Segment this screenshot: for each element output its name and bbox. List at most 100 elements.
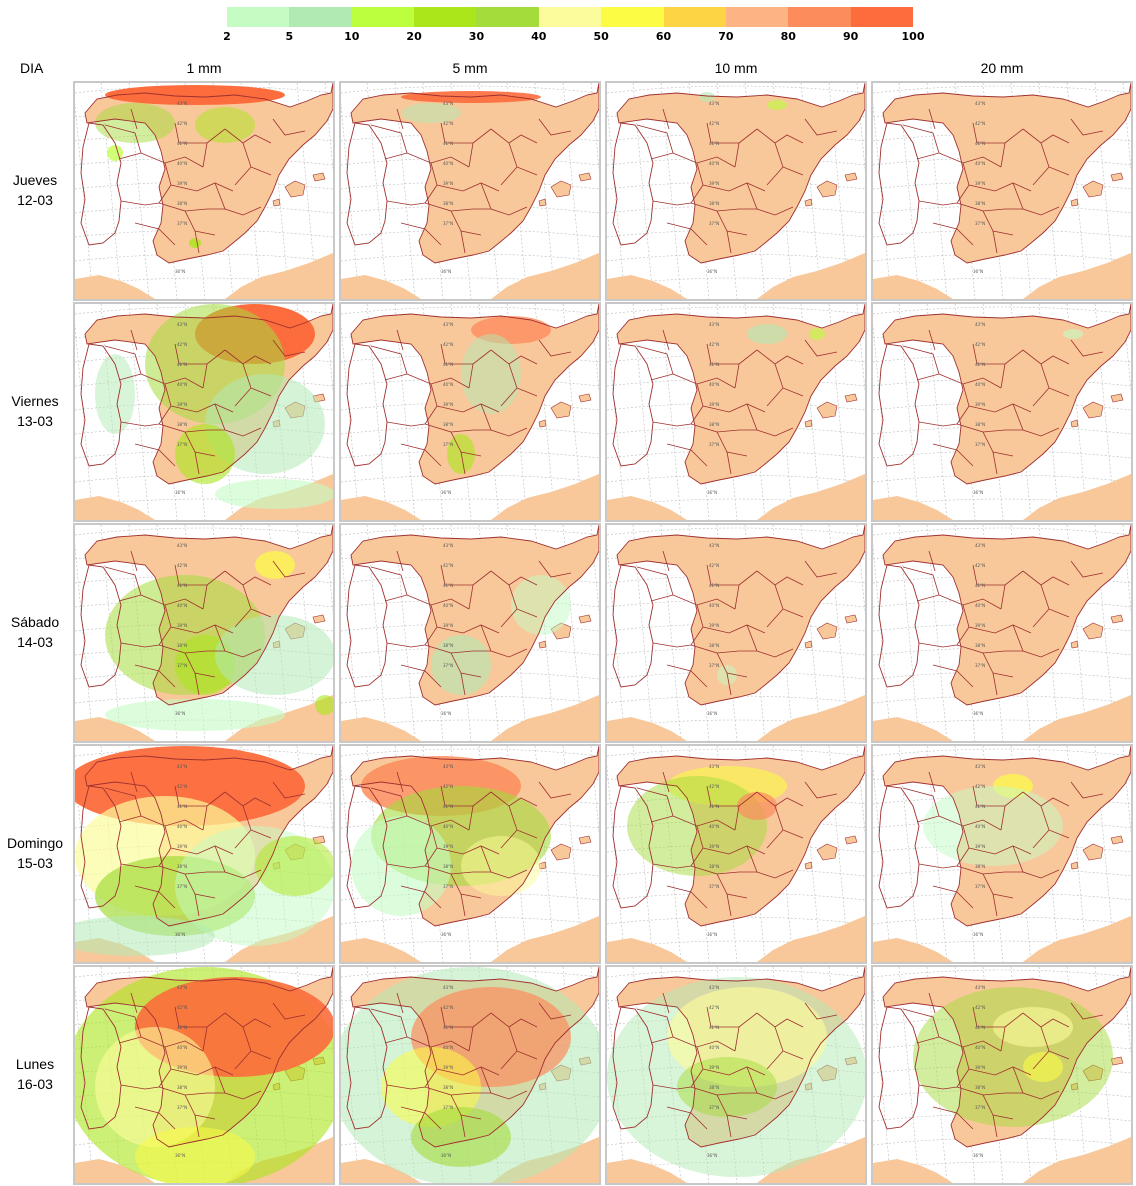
province-border xyxy=(690,202,748,236)
province-border xyxy=(130,329,138,351)
province-border xyxy=(400,885,442,909)
province-border xyxy=(932,222,974,246)
province-border xyxy=(440,122,473,144)
province-border xyxy=(652,200,692,206)
latitude-label: 42°N xyxy=(975,1005,985,1010)
province-border xyxy=(386,200,426,206)
graticule-line xyxy=(341,306,599,315)
north-africa-land xyxy=(757,1137,865,1183)
iberia-map: 43°N 42°N 41°N 40°N 39°N 38°N 37°N 36°N xyxy=(873,525,1131,741)
latitude-label: 41°N xyxy=(975,804,985,809)
province-border xyxy=(436,403,500,413)
probability-map-panel: 43°N 42°N 41°N 40°N 39°N 38°N 37°N 36°N xyxy=(339,523,601,743)
province-border xyxy=(982,650,1023,654)
latitude-label: 42°N xyxy=(443,563,453,568)
row-label-lunes: Lunes 16-03 xyxy=(0,1054,70,1094)
precip-probability-area xyxy=(1063,329,1083,339)
latitude-label: 41°N xyxy=(177,583,187,588)
province-border xyxy=(726,893,732,917)
precip-probability-area xyxy=(195,107,255,143)
probability-field xyxy=(105,551,333,731)
north-africa-land xyxy=(757,695,865,741)
province-border xyxy=(746,624,794,658)
precip-probability-area xyxy=(809,328,825,340)
province-border xyxy=(902,345,940,381)
probability-field xyxy=(913,987,1113,1127)
province-borders xyxy=(370,108,572,254)
province-border xyxy=(956,423,1014,457)
province-border xyxy=(956,1086,1014,1120)
latitude-label: 37°N xyxy=(709,1105,719,1110)
latitude-label: 43°N xyxy=(177,543,187,548)
portugal-border xyxy=(80,785,122,909)
province-border xyxy=(756,570,804,586)
province-border xyxy=(170,624,234,634)
balearic-island xyxy=(804,198,813,207)
precip-probability-area xyxy=(105,85,285,105)
province-border xyxy=(702,1066,766,1076)
iberian-peninsula-land xyxy=(883,525,1131,705)
balearic-island xyxy=(1110,835,1124,845)
province-border xyxy=(652,421,692,427)
province-border xyxy=(134,443,176,467)
province-border xyxy=(706,122,739,144)
north-africa-land xyxy=(75,1159,155,1183)
north-africa-land xyxy=(1023,253,1131,299)
precip-probability-area xyxy=(913,987,1113,1127)
latitude-label: 36°N xyxy=(973,269,983,274)
province-border xyxy=(746,182,794,216)
province-border xyxy=(194,893,200,917)
north-africa-land xyxy=(607,275,687,299)
probability-color-legend: 2 5 10 20 30 40 50 60 70 80 90 100 xyxy=(223,7,927,46)
legend-tick-label: 50 xyxy=(593,30,609,43)
iberia-map: 43°N 42°N 41°N 40°N 39°N 38°N 37°N 36°N xyxy=(341,746,599,962)
balearic-island xyxy=(538,640,547,649)
coastline xyxy=(350,525,599,706)
portugal-border xyxy=(346,1006,388,1130)
province-border xyxy=(716,650,757,654)
north-africa-land xyxy=(757,916,865,962)
province-borders xyxy=(370,329,572,475)
latitude-label: 38°N xyxy=(709,422,719,427)
province-border xyxy=(440,343,473,365)
legend-tick-label: 70 xyxy=(718,30,734,43)
iberian-peninsula-land xyxy=(351,83,599,263)
latitude-label: 40°N xyxy=(177,603,187,608)
province-borders xyxy=(902,550,1104,696)
graticule-line xyxy=(873,748,1131,757)
province-border xyxy=(938,594,1002,610)
balearic-island xyxy=(538,198,547,207)
latitude-label: 37°N xyxy=(709,442,719,447)
portugal-border xyxy=(346,785,388,909)
province-border xyxy=(104,124,142,160)
province-border xyxy=(500,166,518,186)
province-border xyxy=(158,1086,216,1120)
probability-map-panel: 43°N 42°N 41°N 40°N 39°N 38°N 37°N 36°N xyxy=(73,302,335,522)
balearic-island xyxy=(1070,419,1079,428)
latitude-label: 43°N xyxy=(975,543,985,548)
latitude-label: 38°N xyxy=(177,1085,187,1090)
graticule-line xyxy=(607,527,865,536)
latitude-label: 37°N xyxy=(709,663,719,668)
province-borders xyxy=(370,992,572,1138)
province-border xyxy=(386,421,426,427)
province-border xyxy=(120,642,160,648)
latitude-label: 40°N xyxy=(443,161,453,166)
balearic-island xyxy=(844,614,858,624)
latitude-label: 40°N xyxy=(443,824,453,829)
province-border xyxy=(234,829,252,849)
province-border xyxy=(902,124,940,160)
row-label-jueves: Jueves 12-03 xyxy=(0,170,70,210)
province-border xyxy=(982,871,1023,875)
portugal-border xyxy=(878,1006,920,1130)
iberia-map: 43°N 42°N 41°N 40°N 39°N 38°N 37°N 36°N xyxy=(873,304,1131,520)
province-border xyxy=(1012,1066,1060,1100)
latitude-label: 37°N xyxy=(975,442,985,447)
graticule-line xyxy=(341,764,360,962)
latitude-label: 42°N xyxy=(709,1005,719,1010)
province-border xyxy=(396,550,404,572)
province-border xyxy=(716,208,757,212)
precip-probability-area xyxy=(431,635,491,695)
north-africa-land xyxy=(225,253,333,299)
province-border xyxy=(424,1086,482,1120)
